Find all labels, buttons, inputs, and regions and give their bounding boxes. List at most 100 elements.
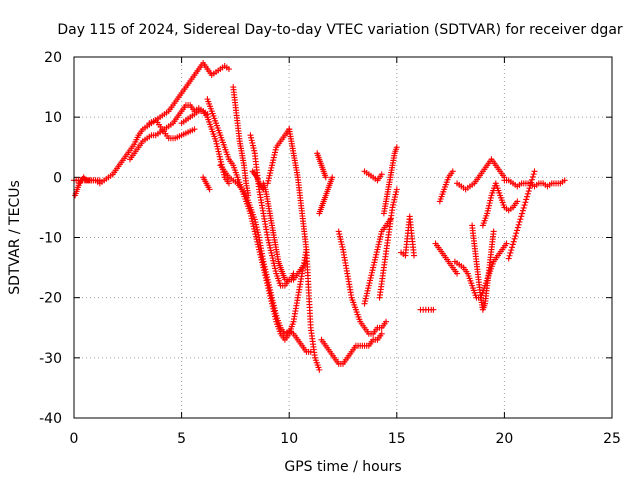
data-point bbox=[372, 254, 379, 261]
data-point bbox=[268, 292, 275, 299]
data-point bbox=[484, 207, 491, 214]
data-point bbox=[270, 257, 277, 264]
data-point bbox=[254, 229, 261, 236]
y-tick-label: 0 bbox=[53, 170, 62, 186]
data-point bbox=[214, 145, 221, 152]
data-point bbox=[529, 176, 536, 183]
data-point bbox=[248, 137, 255, 144]
data-point bbox=[523, 196, 530, 203]
data-point bbox=[373, 249, 380, 256]
data-point bbox=[383, 318, 390, 325]
data-point bbox=[375, 241, 382, 248]
data-point bbox=[213, 140, 220, 147]
data-point bbox=[316, 366, 323, 373]
data-point bbox=[524, 193, 531, 200]
data-point bbox=[336, 233, 343, 240]
data-point bbox=[362, 295, 369, 302]
data-point bbox=[369, 267, 376, 274]
data-point bbox=[268, 252, 275, 259]
data-point bbox=[216, 153, 223, 160]
y-axis-title: SDTVAR / TECUs bbox=[7, 180, 23, 295]
data-point bbox=[303, 258, 310, 265]
data-point bbox=[260, 261, 267, 268]
x-tick-label: 5 bbox=[177, 431, 186, 447]
data-point bbox=[267, 247, 274, 254]
data-point bbox=[508, 247, 515, 254]
data-point bbox=[392, 191, 399, 198]
plot-frame bbox=[73, 56, 613, 419]
data-point bbox=[253, 224, 260, 231]
data-point bbox=[338, 238, 345, 245]
data-point bbox=[512, 233, 519, 240]
data-point bbox=[514, 198, 521, 205]
data-point bbox=[365, 285, 372, 292]
data-point bbox=[249, 142, 256, 149]
data-point bbox=[247, 132, 254, 139]
data-point bbox=[338, 241, 345, 248]
x-tick-label: 25 bbox=[603, 431, 621, 447]
data-point bbox=[518, 213, 525, 220]
chart-title: Day 115 of 2024, Sidereal Day-to-day VTE… bbox=[57, 22, 623, 38]
data-point bbox=[266, 242, 273, 249]
data-point bbox=[531, 168, 538, 175]
data-point bbox=[519, 207, 526, 214]
data-point bbox=[390, 199, 397, 206]
data-point bbox=[393, 188, 400, 195]
data-point bbox=[335, 228, 342, 235]
y-tick-label: -10 bbox=[39, 231, 62, 247]
data-point bbox=[509, 244, 516, 251]
data-point bbox=[484, 210, 491, 217]
data-point bbox=[255, 231, 262, 238]
data-point bbox=[270, 157, 277, 164]
data-point bbox=[268, 164, 275, 171]
x-tick-label: 10 bbox=[280, 431, 298, 447]
data-point bbox=[269, 297, 276, 304]
data-point bbox=[322, 174, 329, 181]
data-point bbox=[507, 249, 514, 256]
data-point bbox=[367, 277, 374, 284]
data-point bbox=[525, 188, 532, 195]
data-point bbox=[264, 276, 271, 283]
data-point bbox=[272, 149, 279, 156]
data-point bbox=[268, 162, 275, 169]
data-point bbox=[514, 227, 521, 234]
data-point bbox=[250, 145, 257, 152]
data-point bbox=[271, 151, 278, 158]
data-point bbox=[389, 204, 396, 211]
data-point bbox=[509, 241, 516, 248]
data-point bbox=[96, 177, 103, 184]
y-tick-label: 20 bbox=[44, 50, 62, 66]
data-point bbox=[265, 177, 272, 184]
data-point bbox=[336, 231, 343, 238]
data-point bbox=[514, 224, 521, 231]
data-point bbox=[430, 306, 437, 313]
data-point bbox=[264, 234, 271, 241]
data-point bbox=[272, 146, 279, 153]
data-point bbox=[267, 286, 274, 293]
data-point bbox=[217, 156, 224, 163]
data-point bbox=[329, 174, 336, 181]
data-point bbox=[526, 185, 533, 192]
data-point bbox=[252, 221, 259, 228]
data-point bbox=[528, 179, 535, 186]
data-point bbox=[376, 236, 383, 243]
data-point bbox=[251, 216, 258, 223]
data-point bbox=[266, 172, 273, 179]
data-point bbox=[272, 307, 279, 314]
data-point bbox=[215, 148, 222, 155]
data-point bbox=[561, 177, 568, 184]
data-point bbox=[361, 300, 368, 307]
data-point bbox=[265, 281, 272, 288]
data-point bbox=[225, 180, 232, 187]
data-point bbox=[267, 289, 274, 296]
data-point bbox=[393, 144, 400, 151]
data-point bbox=[260, 186, 267, 193]
data-point bbox=[486, 200, 493, 207]
grid bbox=[74, 57, 612, 418]
data-point bbox=[529, 173, 536, 180]
data-point bbox=[370, 262, 377, 269]
data-point bbox=[454, 270, 461, 277]
y-tick-label: -30 bbox=[39, 351, 62, 367]
y-tick-label: 10 bbox=[44, 110, 62, 126]
